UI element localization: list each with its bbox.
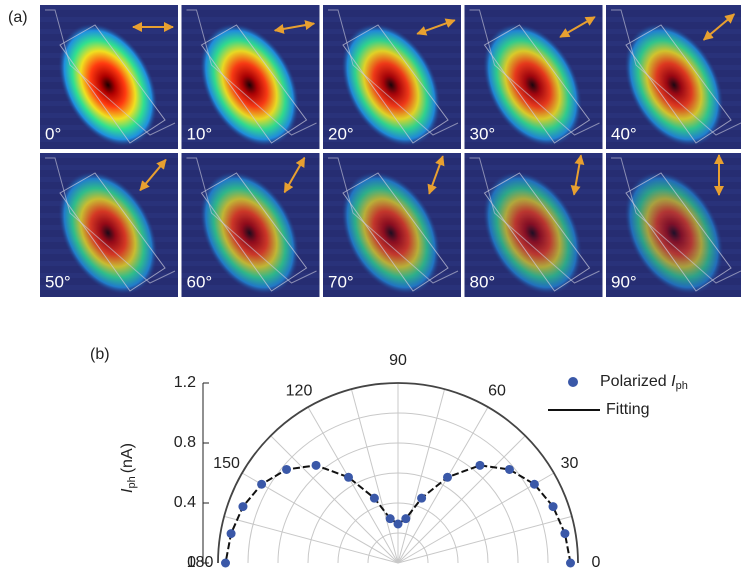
scan-line — [182, 5, 320, 10]
y-axis-label: Iph(nA) — [119, 443, 138, 493]
data-point — [401, 514, 410, 523]
polar-chart: 030609012015018000.40.81.2Iph(nA)Polariz… — [119, 352, 688, 571]
image-tile: 80° — [463, 153, 603, 312]
panel-label: (b) — [90, 346, 110, 363]
scan-line — [465, 5, 603, 10]
angle-tick-label: 60 — [488, 383, 506, 400]
y-label-subscript: ph — [126, 476, 138, 488]
scan-line — [465, 165, 603, 170]
image-tile: 30° — [463, 5, 603, 164]
data-point — [417, 494, 426, 503]
tile-label: 50° — [45, 272, 71, 291]
tile-label: 70° — [328, 272, 354, 291]
tile-label: 90° — [611, 272, 637, 291]
scan-line — [323, 17, 461, 22]
angle-tick-label: 90 — [389, 352, 407, 369]
scan-line — [323, 5, 461, 10]
scan-line — [40, 17, 178, 22]
data-point — [505, 465, 514, 474]
data-point — [344, 473, 353, 482]
tile-label: 80° — [470, 272, 496, 291]
data-point — [566, 559, 575, 568]
data-point — [386, 514, 395, 523]
legend-label-part: Polarized — [600, 373, 671, 390]
y-label-unit: (nA) — [119, 443, 136, 473]
scan-line — [182, 153, 320, 158]
data-point — [227, 529, 236, 538]
angular-grid-line — [398, 407, 488, 563]
tile-label: 60° — [187, 272, 213, 291]
image-tile: 60° — [180, 153, 320, 312]
data-point — [530, 480, 539, 489]
data-point — [370, 494, 379, 503]
image-tile: 0° — [38, 5, 178, 164]
data-point — [282, 465, 291, 474]
legend-label: Fitting — [606, 401, 650, 418]
scan-line — [182, 17, 320, 22]
scan-line — [606, 5, 741, 10]
data-point — [475, 461, 484, 470]
y-tick-label: 0.8 — [174, 434, 196, 451]
legend-label-part: ph — [676, 380, 688, 392]
data-point — [312, 461, 321, 470]
figure: (a) 0° 10° 20° 30° 40° 50° 60° 70° 80° 90° (b) 0 3… — [0, 0, 741, 572]
image-tile: 20° — [321, 5, 461, 164]
scan-line — [323, 153, 461, 158]
angular-grid-line — [308, 407, 398, 563]
tile-label: 30° — [470, 124, 496, 143]
data-point — [443, 473, 452, 482]
image-tile: 50° — [38, 153, 178, 312]
y-tick-label: 0.4 — [174, 494, 196, 511]
angle-tick-label: 120 — [286, 383, 313, 400]
angular-grid-line — [271, 436, 398, 563]
y-tick-label: 1.2 — [174, 374, 196, 391]
data-point — [549, 502, 558, 511]
image-tile: 10° — [180, 5, 320, 164]
tile-label: 40° — [611, 124, 637, 143]
tile-label: 20° — [328, 124, 354, 143]
angle-tick-label: 30 — [561, 455, 579, 472]
scan-line — [606, 153, 741, 158]
scan-line — [606, 17, 741, 22]
legend-marker — [568, 377, 578, 387]
scan-line — [606, 165, 741, 170]
tile-label: 10° — [187, 124, 213, 143]
y-tick-label: 0 — [187, 554, 196, 571]
data-point — [221, 559, 230, 568]
angular-grid-line — [398, 436, 525, 563]
legend-label: Polarized Iph — [600, 373, 688, 392]
data-point — [394, 520, 403, 529]
panel-label: (a) — [8, 9, 28, 26]
image-tile: 40° — [604, 5, 741, 164]
legend-label-part: Fitting — [606, 401, 650, 418]
tile-label: 0° — [45, 124, 61, 143]
scan-line — [40, 5, 178, 10]
angle-tick-label: 0 — [592, 554, 601, 571]
data-point — [560, 529, 569, 538]
data-point — [257, 480, 266, 489]
image-tile: 70° — [321, 153, 461, 312]
scan-line — [40, 153, 178, 158]
data-point — [238, 502, 247, 511]
image-grid: 0° 10° 20° 30° 40° 50° 60° 70° 80° 90° — [38, 5, 741, 312]
angle-tick-label: 150 — [213, 455, 240, 472]
scan-line — [465, 17, 603, 22]
image-tile: 90° — [604, 153, 741, 312]
